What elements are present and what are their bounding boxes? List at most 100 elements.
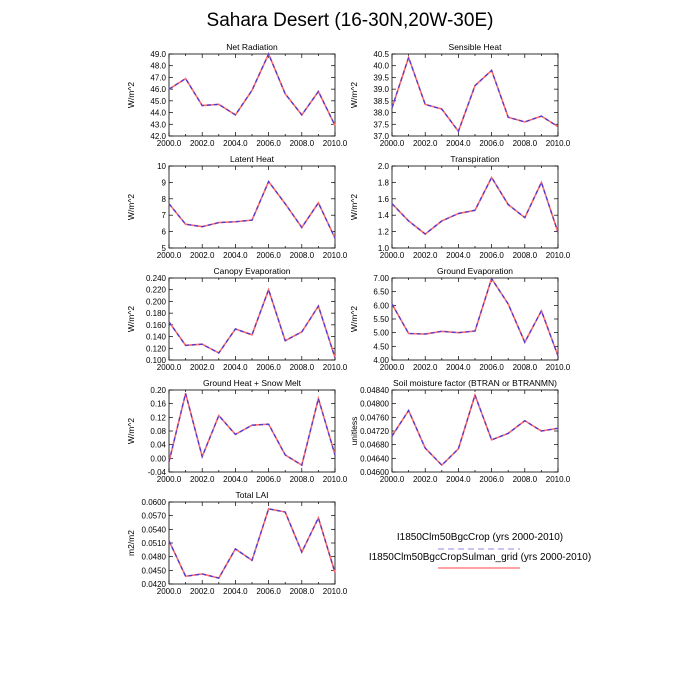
y-tick-label: 10: [157, 162, 166, 171]
legend: I1850Clm50BgcCrop (yrs 2000-2010) I1850C…: [369, 532, 591, 569]
x-tick-label: 2000.0: [157, 363, 182, 372]
series-line-case1: [391, 55, 559, 133]
y-tick-label: 8: [162, 195, 167, 204]
y-tick-label: 4.00: [373, 356, 389, 365]
x-tick-label: 2008.0: [290, 475, 315, 484]
x-tick-label: 2006.0: [479, 139, 504, 148]
y-axis-label: W/m^2: [126, 306, 136, 332]
y-tick-label: 37.5: [373, 120, 389, 129]
x-tick-label: 2008.0: [290, 363, 315, 372]
x-tick-label: 2002.0: [413, 475, 438, 484]
series-line-case2: [168, 507, 336, 580]
y-tick-label: 1.0: [378, 244, 390, 253]
x-tick-label: 2002.0: [190, 251, 215, 260]
y-tick-label: 0.0540: [142, 525, 167, 534]
series-line-case2: [391, 55, 559, 133]
y-tick-label: 0.04600: [360, 468, 389, 477]
x-tick-label: 2010.0: [323, 587, 348, 596]
y-axis-label: W/m^2: [126, 82, 136, 108]
y-axis-label: unitless: [349, 417, 359, 446]
panel-title: Transpiration: [450, 154, 500, 164]
plot-frame: [168, 501, 336, 585]
y-tick-label: 7: [162, 211, 167, 220]
chart-panel: Latent Heat W/m^2 5 6 7 8 9 10 2000.0 2002.0 2004.…: [126, 154, 348, 260]
y-tick-label: 0.140: [146, 333, 167, 342]
y-tick-label: 2.0: [378, 162, 390, 171]
y-tick-label: 39.0: [373, 85, 389, 94]
x-tick-label: 2004.0: [223, 587, 248, 596]
x-tick-label: 2002.0: [190, 139, 215, 148]
x-tick-label: 2004.0: [446, 475, 471, 484]
y-axis-label: W/m^2: [126, 418, 136, 444]
x-tick-label: 2000.0: [157, 587, 182, 596]
x-tick-label: 2002.0: [413, 251, 438, 260]
y-tick-label: 40.5: [373, 50, 389, 59]
series-line-case1: [391, 176, 559, 235]
x-tick-label: 2006.0: [256, 587, 281, 596]
chart-panel: Soil moisture factor (BTRAN or BTRANMN) u…: [349, 378, 571, 484]
x-tick-label: 2000.0: [380, 139, 405, 148]
series-line-case1: [168, 287, 336, 358]
y-axis-label: W/m^2: [126, 194, 136, 220]
y-tick-label: 0.0510: [142, 539, 167, 548]
y-tick-label: 0.04720: [360, 427, 389, 436]
y-tick-label: 38.5: [373, 97, 389, 106]
y-tick-label: 47.0: [150, 73, 166, 82]
y-tick-label: 0.240: [146, 274, 167, 283]
x-tick-label: 2004.0: [223, 475, 248, 484]
x-tick-label: 2008.0: [513, 139, 538, 148]
chart-panel: Total LAI m2/m2 0.0420 0.0450 0.0480 0.0510 0.…: [126, 490, 348, 596]
x-tick-label: 2006.0: [479, 251, 504, 260]
x-tick-label: 2004.0: [223, 363, 248, 372]
y-tick-label: 1.4: [378, 211, 390, 220]
x-tick-label: 2006.0: [479, 363, 504, 372]
x-tick-label: 2000.0: [380, 251, 405, 260]
x-tick-label: 2002.0: [190, 587, 215, 596]
y-tick-label: 0.12: [150, 413, 166, 422]
panel-title: Latent Heat: [230, 154, 275, 164]
series-line-case2: [168, 179, 336, 239]
series-line-case2: [168, 287, 336, 358]
chart-panel: Net Radiation W/m^2 42.0 43.0 44.0 45.0 46.0 47…: [126, 42, 348, 148]
panel-title: Soil moisture factor (BTRAN or BTRANMN): [393, 378, 557, 388]
figure-title: Sahara Desert (16-30N,20W-30E): [206, 10, 494, 31]
y-tick-label: 40.0: [373, 62, 389, 71]
y-tick-label: 0.0570: [142, 512, 167, 521]
panel-title: Canopy Evaporation: [213, 266, 290, 276]
x-tick-label: 2000.0: [157, 139, 182, 148]
x-tick-label: 2004.0: [446, 363, 471, 372]
x-tick-label: 2000.0: [380, 363, 405, 372]
chart-panel: Canopy Evaporation W/m^2 0.100 0.120 0.140 0.…: [126, 266, 348, 372]
plot-frame: [168, 165, 336, 249]
plot-frame: [391, 53, 559, 137]
y-tick-label: 6.00: [373, 301, 389, 310]
x-tick-label: 2008.0: [513, 475, 538, 484]
y-tick-label: 0.160: [146, 321, 167, 330]
plot-frame: [391, 277, 559, 361]
y-tick-label: 0.100: [146, 356, 167, 365]
x-tick-label: 2004.0: [223, 251, 248, 260]
plot-frame: [168, 53, 336, 137]
panel-title: Ground Evaporation: [437, 266, 513, 276]
y-tick-label: 0.220: [146, 286, 167, 295]
y-tick-label: 7.00: [373, 274, 389, 283]
y-axis-label: W/m^2: [349, 82, 359, 108]
chart-panel: Ground Heat + Snow Melt W/m^2 -0.04 0.00 0.0…: [126, 378, 348, 484]
chart-panel: Transpiration W/m^2 1.0 1.2 1.4 1.6 1.8 2.0 2000…: [349, 154, 571, 260]
plot-frame: [391, 165, 559, 249]
x-tick-label: 2010.0: [323, 251, 348, 260]
y-tick-label: -0.04: [148, 468, 167, 477]
x-tick-label: 2006.0: [256, 475, 281, 484]
x-tick-label: 2008.0: [513, 363, 538, 372]
y-axis-label: W/m^2: [349, 194, 359, 220]
chart-panel: Ground Evaporation W/m^2 4.00 4.50 5.00 5.50 6…: [349, 266, 571, 372]
series-line-case2: [391, 276, 559, 357]
x-tick-label: 2004.0: [446, 139, 471, 148]
x-tick-label: 2008.0: [290, 139, 315, 148]
y-tick-label: 0.20: [150, 386, 166, 395]
panel-title: Sensible Heat: [449, 42, 503, 52]
series-line-case2: [168, 52, 336, 126]
y-tick-label: 0.04680: [360, 441, 389, 450]
y-tick-label: 45.0: [150, 97, 166, 106]
y-tick-label: 0.04: [150, 441, 166, 450]
